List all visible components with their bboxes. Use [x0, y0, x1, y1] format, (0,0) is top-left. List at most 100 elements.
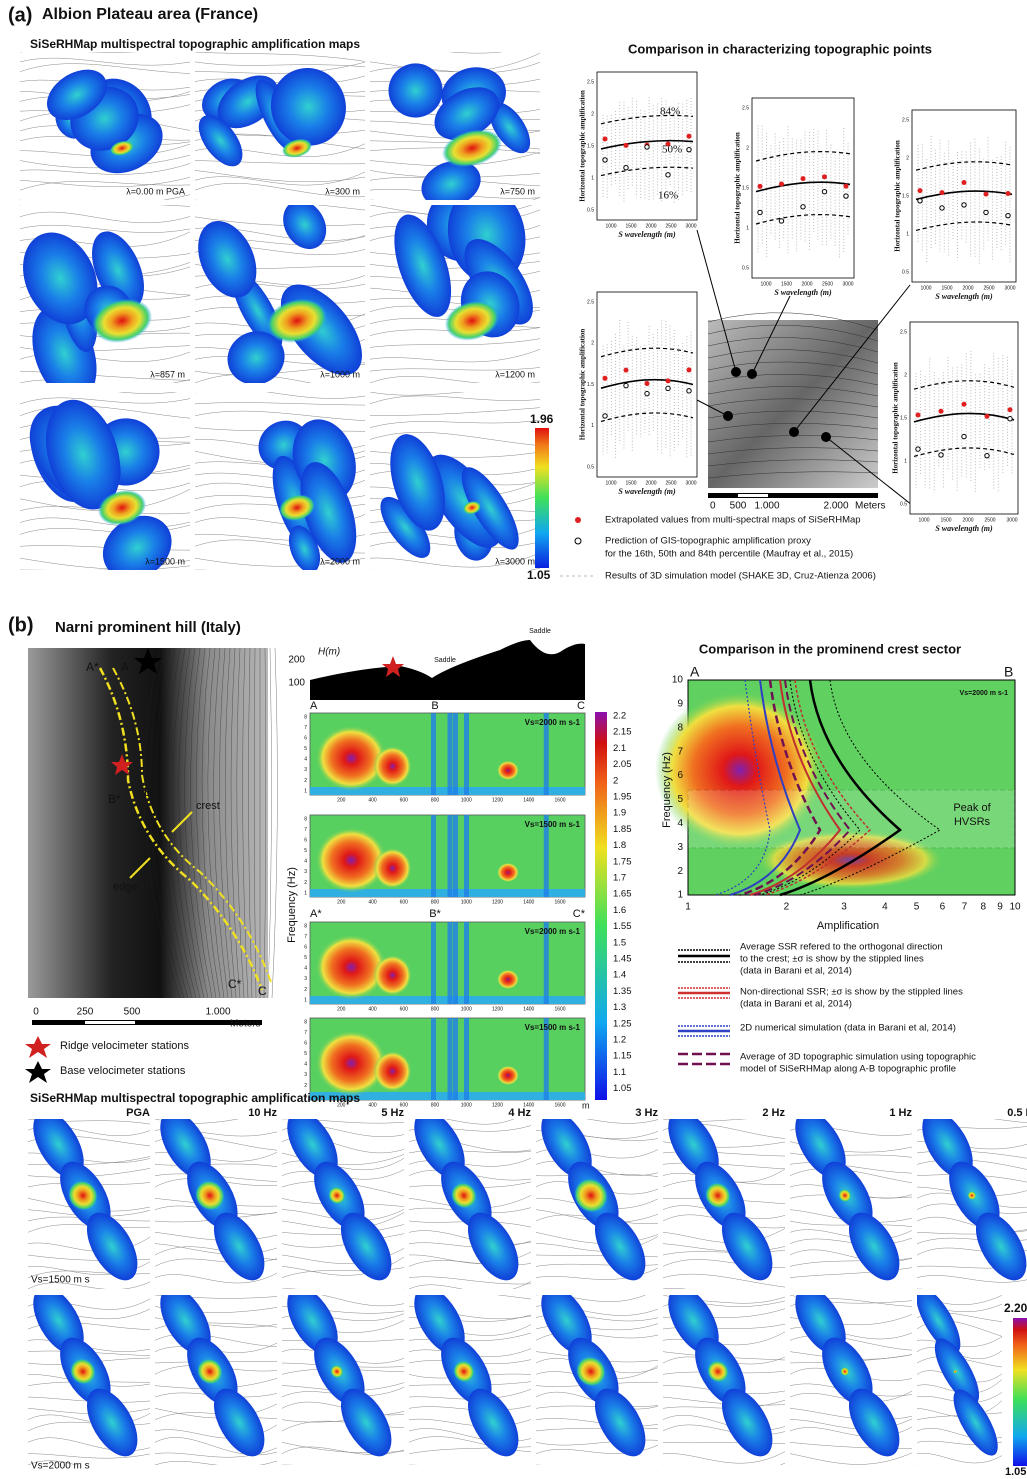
y-tick: 6 — [304, 1040, 307, 1046]
low-band — [431, 815, 436, 897]
y-tick: 8 — [304, 714, 307, 720]
plot-y-label: Horizontal topographic amplification — [894, 140, 902, 252]
amplification-blob — [497, 761, 519, 781]
amplification-map — [150, 1102, 277, 1295]
map-label: λ=300 m — [325, 186, 360, 196]
scale-label: 500 — [124, 1007, 141, 1018]
plot-y-tick: 1.5 — [742, 185, 749, 191]
section-label: A* — [310, 908, 322, 920]
contour — [370, 44, 540, 54]
contour — [155, 1289, 277, 1295]
legend-text: Extrapolated values from multi-spectral … — [605, 515, 861, 526]
proxy-point — [962, 203, 966, 207]
y-tick: 1 — [304, 890, 307, 896]
scale-bar-seg — [85, 1021, 135, 1024]
figure: (a)Albion Plateau area (France)SiSeRHMap… — [0, 0, 1027, 1479]
extrapolated-point — [624, 143, 629, 148]
colorbar — [595, 712, 607, 1100]
colorbar-tick: 2.15 — [613, 727, 632, 738]
x-tick: 200 — [337, 899, 346, 905]
low-band — [448, 1018, 453, 1100]
amplification-blob — [373, 1051, 412, 1092]
x-tick: 800 — [431, 797, 440, 803]
topographic-profile — [310, 640, 585, 700]
plot-y-tick: 2 — [591, 341, 594, 347]
amplification-map — [150, 1278, 277, 1466]
end-label: A — [690, 664, 700, 680]
colorbar-tick: 1.35 — [613, 986, 632, 997]
proxy-point — [985, 453, 989, 457]
plot-x-tick: 3000 — [685, 223, 696, 229]
colorbar-tick: 1.65 — [613, 889, 632, 900]
map-label: λ=750 m — [500, 186, 535, 196]
legend-open-dot — [575, 538, 581, 544]
amplification-map — [187, 193, 378, 393]
comparison-title: Comparison in characterizing topographic… — [628, 41, 932, 56]
extrapolated-point — [985, 414, 990, 419]
map-label: λ=1500 m — [145, 556, 185, 566]
y-tick: 4 — [677, 818, 683, 829]
colorbar-tick: 2 — [613, 775, 618, 786]
x-tick: 800 — [431, 1102, 440, 1108]
plot-x-tick: 1000 — [918, 517, 929, 523]
hill-map — [28, 648, 268, 998]
proxy-point — [758, 210, 762, 214]
x-tick: 10 — [1009, 902, 1021, 913]
legend-text: Prediction of GIS-topographic amplificat… — [605, 536, 811, 547]
plot-y-tick: 1.5 — [902, 193, 909, 199]
extrapolated-point — [603, 137, 608, 142]
low-band — [448, 815, 453, 897]
peak-label: HVSRs — [954, 816, 991, 828]
plot-y-label: Horizontal topographic amplification — [579, 329, 587, 441]
y-tick: 2 — [304, 778, 307, 784]
x-tick: 1000 — [461, 899, 472, 905]
scale-label: 1.000 — [205, 1007, 230, 1018]
plot-x-label: S wavelength (m) — [618, 487, 676, 496]
x-tick: 1200 — [492, 1102, 503, 1108]
saddle-label: Saddle — [529, 628, 551, 635]
proxy-point — [939, 453, 943, 457]
extrapolated-point — [1006, 191, 1011, 196]
extrapolated-point — [687, 367, 692, 372]
contour — [195, 570, 365, 582]
plot-y-tick: 0.5 — [902, 269, 909, 275]
x-tick: 1000 — [461, 1102, 472, 1108]
profile-point-label: A* — [86, 660, 99, 674]
x-tick: 4 — [882, 902, 888, 913]
plot-y-tick: 1.5 — [587, 143, 594, 149]
scale-label: Meters — [230, 1019, 261, 1030]
plot-y-tick: 2 — [904, 372, 907, 378]
scale-label: 1.000 — [754, 501, 779, 512]
plot-y-tick: 1.5 — [587, 382, 594, 388]
low-band — [464, 815, 469, 897]
scale-bar-seg — [738, 494, 768, 497]
x-tick: 2 — [784, 902, 790, 913]
x-tick: 1200 — [492, 797, 503, 803]
colorbar-tick: 2.05 — [613, 759, 632, 770]
y-tick: 8 — [304, 1019, 307, 1025]
contour — [790, 1289, 912, 1295]
extrapolated-point — [984, 192, 989, 197]
y-tick: 5 — [304, 955, 307, 961]
legend-text: Average of 3D topographic simulation usi… — [740, 1052, 976, 1063]
scale-bar — [708, 493, 878, 498]
proxy-point — [1006, 213, 1010, 217]
x-tick: 1600 — [554, 899, 565, 905]
map-label: λ=0.00 m PGA — [126, 186, 185, 196]
amplification-map — [531, 1102, 658, 1303]
y-tick: 3 — [304, 869, 307, 875]
amplification-blob — [373, 955, 412, 996]
y-tick: 4 — [304, 757, 307, 763]
amplification-blob — [497, 863, 519, 883]
plot-x-tick: 2000 — [645, 223, 656, 229]
plot-y-tick: 2.5 — [587, 299, 594, 305]
y-axis-label: Frequency (Hz) — [661, 752, 673, 828]
plot-x-tick: 1500 — [940, 517, 951, 523]
amplification-map — [658, 1102, 785, 1301]
colorbar-tick: 1.95 — [613, 792, 632, 803]
y-tick: 7 — [304, 827, 307, 833]
plot-x-label: S wavelength (m) — [618, 230, 676, 239]
colorbar-tick: 1.4 — [613, 970, 626, 981]
y-tick: 1 — [304, 788, 307, 794]
x-tick: 1400 — [523, 899, 534, 905]
